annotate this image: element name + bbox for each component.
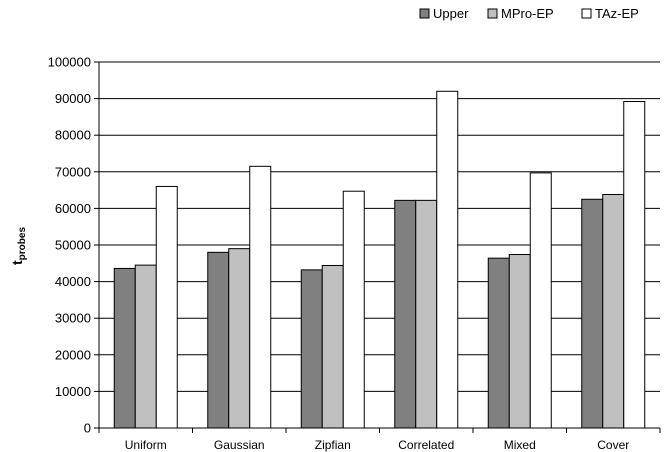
y-tick-label: 70000 [55,164,91,179]
bar-taz-ep-correlated [436,90,459,429]
bar-taz-ep-uniform [155,185,178,429]
y-tick-label: 60000 [55,201,91,216]
legend-label: Upper [433,6,469,21]
y-tick-label: 0 [84,421,91,436]
x-tick-label: Zipfian [315,438,351,452]
legend: Upper MPro-EP TAz-EP [419,6,639,21]
x-tick-label: Correlated [398,438,454,452]
bar-mpro-ep-uniform [134,264,157,429]
x-tick-label: Cover [597,438,629,452]
y-axis-label: tprobes [9,227,28,265]
bar-upper-zipfian [300,269,323,429]
legend-swatch-upper [419,8,430,19]
y-tick-label: 100000 [48,55,91,70]
x-tick-labels: Uniform Gaussian Zipfian Correlated Mixed Cov… [125,438,630,452]
y-tick-label: 10000 [55,384,91,399]
legend-swatch-mpro-ep [487,8,498,19]
bar-mpro-ep-mixed [508,254,531,429]
x-tick-label: Mixed [504,438,536,452]
y-axis-label-main: t [9,260,25,265]
y-tick-label: 90000 [55,91,91,106]
y-axis-label-sub: probes [17,227,28,261]
bar-upper-correlated [394,199,417,429]
bar-upper-uniform [113,267,136,429]
bar-upper-gaussian [207,251,230,429]
y-tick-label: 20000 [55,347,91,362]
bar-upper-mixed [487,257,510,429]
bar-taz-ep-cover [623,101,646,429]
y-tick-label: 40000 [55,274,91,289]
bars [113,90,646,429]
bar-mpro-ep-zipfian [321,264,344,429]
bar-taz-ep-mixed [529,172,552,429]
y-tick-label: 30000 [55,311,91,326]
bar-mpro-ep-cover [602,193,625,429]
x-tick-label: Uniform [125,438,167,452]
bar-taz-ep-zipfian [342,190,365,429]
y-tick-labels: 0 10000 20000 30000 40000 50000 60000 70000 8000… [48,55,91,436]
axes [94,61,661,433]
y-tick-label: 50000 [55,238,91,253]
legend-label: TAz-EP [595,6,639,21]
x-tick-label: Gaussian [214,438,265,452]
bar-mpro-ep-gaussian [228,248,251,429]
y-tick-label: 80000 [55,128,91,143]
bar-mpro-ep-correlated [415,199,438,429]
bar-taz-ep-gaussian [249,165,272,429]
gridlines [99,61,660,392]
legend-swatch-taz-ep [581,8,592,19]
legend-label: MPro-EP [501,6,554,21]
bar-upper-cover [581,198,604,429]
